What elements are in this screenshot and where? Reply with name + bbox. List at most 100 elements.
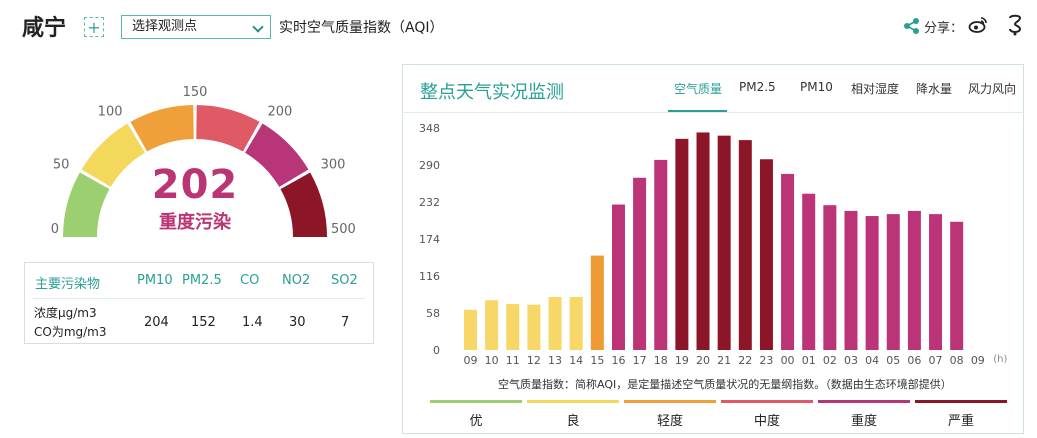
y-tick-label: 58 bbox=[426, 307, 440, 320]
y-tick-label: 116 bbox=[419, 270, 440, 283]
bar bbox=[590, 255, 604, 350]
x-tick-label: 14 bbox=[569, 354, 583, 367]
social-icon[interactable] bbox=[1006, 14, 1024, 36]
gauge-tick-label: 0 bbox=[51, 222, 59, 237]
tab-humidity[interactable]: 相对湿度 bbox=[851, 82, 900, 96]
gauge-tick-label: 100 bbox=[98, 104, 123, 119]
active-tab-indicator bbox=[668, 110, 727, 112]
station-select-label: 选择观测点 bbox=[132, 19, 198, 34]
station-select[interactable]: 选择观测点 bbox=[121, 15, 271, 39]
y-tick-label: 290 bbox=[419, 159, 440, 172]
bar bbox=[781, 173, 795, 350]
aqi-bar-chart: 0 58 116 174 232 290 348 09 10 11 12 13 14 15 16 17 18 19… bbox=[419, 122, 1007, 367]
hourly-panel bbox=[402, 64, 1024, 434]
tab-precipitation[interactable]: 降水量 bbox=[916, 82, 953, 96]
bar bbox=[633, 177, 647, 350]
x-tick-label: 18 bbox=[654, 354, 668, 367]
pollutant-col-pm10: PM10 bbox=[137, 273, 173, 288]
aqi-legend: 优 良 轻度 中度 重度 严重 bbox=[430, 400, 1030, 434]
legend-label: 良 bbox=[566, 414, 580, 429]
y-tick-label: 232 bbox=[419, 196, 440, 209]
bar bbox=[569, 297, 583, 350]
aqi-level: 重度污染 bbox=[159, 212, 231, 233]
x-tick-label: 07 bbox=[929, 354, 943, 367]
x-tick-label: 08 bbox=[950, 354, 964, 367]
chevron-down-icon bbox=[252, 21, 264, 33]
chart-note: 空气质量指数：简称AQI，是定量描述空气质量状况的无量纲指数。（数据由生态环境部… bbox=[498, 378, 952, 391]
gauge-tick-label: 500 bbox=[331, 222, 356, 237]
tab-pm10[interactable]: PM10 bbox=[800, 80, 833, 94]
x-tick-label: 01 bbox=[802, 354, 816, 367]
share-icon[interactable] bbox=[903, 17, 921, 35]
bar bbox=[696, 132, 710, 350]
pollutant-col-so2: SO2 bbox=[331, 273, 358, 288]
weibo-icon[interactable] bbox=[968, 15, 988, 35]
value-pm25: 152 bbox=[191, 315, 216, 330]
value-co: 1.4 bbox=[242, 315, 263, 330]
legend-label: 严重 bbox=[947, 414, 974, 429]
legend-swatch bbox=[624, 400, 716, 403]
share-label: 分享： bbox=[924, 21, 964, 36]
panel-divider bbox=[402, 112, 1024, 113]
bar bbox=[738, 140, 752, 350]
y-tick-label: 0 bbox=[433, 344, 440, 357]
add-city-button[interactable]: + bbox=[84, 17, 104, 37]
x-tick-label: 04 bbox=[865, 354, 879, 367]
aqi-value: 202 bbox=[151, 162, 239, 208]
x-tick-label: 22 bbox=[738, 354, 752, 367]
bar bbox=[485, 300, 499, 350]
bar bbox=[950, 221, 964, 350]
co-unit-label: CO为mg/m3 bbox=[34, 325, 107, 339]
legend-swatch bbox=[721, 400, 813, 403]
value-so2: 7 bbox=[341, 315, 350, 330]
pollutant-col-no2: NO2 bbox=[282, 273, 311, 288]
bar bbox=[506, 304, 520, 350]
x-tick-label: 03 bbox=[844, 354, 858, 367]
bar bbox=[464, 309, 477, 350]
tab-pm25[interactable]: PM2.5 bbox=[739, 80, 776, 94]
gauge-segment bbox=[196, 105, 260, 152]
legend-swatch bbox=[527, 400, 619, 403]
legend-label: 中度 bbox=[753, 414, 780, 429]
x-tick-label: 06 bbox=[907, 354, 921, 367]
gauge-segment bbox=[280, 172, 327, 237]
bar bbox=[844, 210, 858, 350]
pollutant-table: 主要污染物 PM10 PM2.5 CO NO2 SO2 浓度μg/m3 CO为m… bbox=[24, 262, 374, 344]
panel-title: 整点天气实况监测 bbox=[420, 82, 564, 103]
bar bbox=[654, 159, 668, 350]
unit-label: 浓度μg/m3 bbox=[34, 306, 97, 320]
gauge-tick-label: 150 bbox=[183, 85, 208, 100]
x-tick-label: 17 bbox=[633, 354, 647, 367]
x-tick-label: 15 bbox=[590, 354, 604, 367]
x-tick-label: 05 bbox=[886, 354, 900, 367]
bar bbox=[823, 205, 837, 350]
legend-label: 轻度 bbox=[656, 414, 683, 429]
x-tick-label: 02 bbox=[823, 354, 837, 367]
bar bbox=[907, 210, 921, 350]
bar bbox=[548, 297, 562, 350]
tab-wind[interactable]: 风力风向 bbox=[968, 82, 1017, 96]
gauge-tick-label: 50 bbox=[53, 158, 70, 173]
bar bbox=[527, 304, 541, 350]
bar bbox=[865, 216, 879, 350]
bar bbox=[929, 214, 943, 350]
x-tick-label: 12 bbox=[527, 354, 541, 367]
legend-label: 重度 bbox=[850, 414, 877, 429]
x-unit-label: (h) bbox=[993, 354, 1007, 365]
x-tick-label: 23 bbox=[759, 354, 773, 367]
pollutant-col-pm25: PM2.5 bbox=[182, 273, 222, 288]
x-tick-label: 21 bbox=[717, 354, 731, 367]
pollutant-header-label: 主要污染物 bbox=[35, 277, 101, 292]
y-tick-label: 348 bbox=[419, 122, 440, 135]
x-tick-label: 09 bbox=[464, 354, 478, 367]
bar bbox=[611, 204, 625, 350]
legend-swatch bbox=[430, 400, 522, 403]
gauge-segment bbox=[245, 123, 309, 187]
x-tick-label: 13 bbox=[548, 354, 562, 367]
tab-aqi[interactable]: 空气质量 bbox=[674, 82, 723, 96]
x-tick-label: 11 bbox=[506, 354, 520, 367]
gauge-tick-label: 300 bbox=[321, 158, 346, 173]
x-tick-label: 10 bbox=[485, 354, 499, 367]
y-tick-label: 174 bbox=[419, 233, 440, 246]
x-tick-label: 16 bbox=[611, 354, 625, 367]
